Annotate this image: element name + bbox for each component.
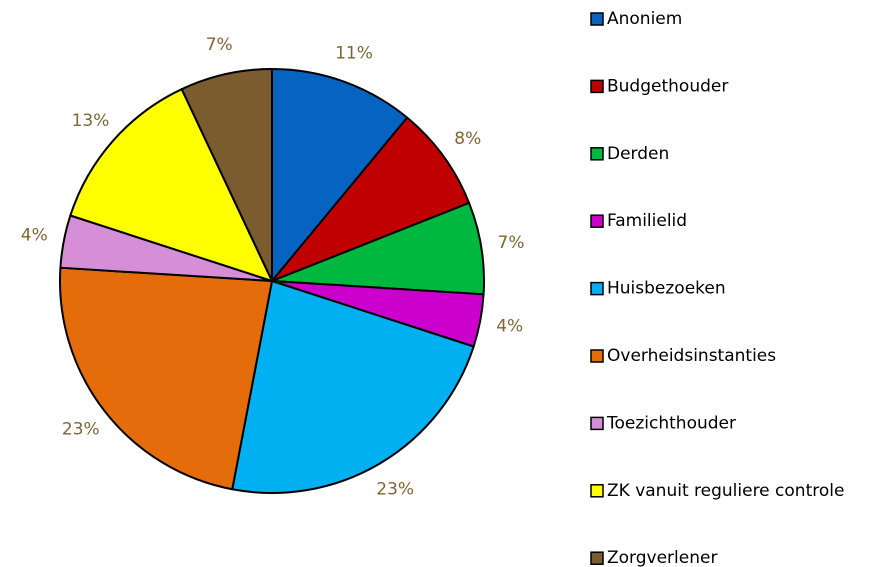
legend-swatch [590,484,604,498]
legend-label: Toezichthouder [606,413,736,433]
legend-swatch [590,147,604,161]
data-label: 7% [498,233,525,253]
legend-label: ZK vanuit reguliere controle [607,481,844,501]
data-label: 11% [335,43,373,63]
pie-slice [271,116,471,282]
data-label: 23% [62,419,100,439]
legend-label: Overheidsinstanties [607,346,776,366]
legend-label: Anoniem [607,9,682,29]
pie-slice [271,68,409,282]
legend-swatch [590,416,604,431]
pie-slice [59,266,273,491]
legend-label: Huisbezoeken [607,279,726,299]
legend-label: Familielid [607,211,687,231]
data-label: 13% [72,111,110,131]
legend-swatch [590,214,604,228]
legend-label: Zorgverlener [607,548,717,567]
data-label: 7% [206,35,233,55]
legend-swatch [590,349,604,363]
pie-slice [69,88,273,282]
data-label: 4% [496,316,523,336]
legend-swatch [590,281,604,296]
data-label: 8% [454,129,481,149]
pie-slice [180,68,273,282]
legend-label: Budgethouder [607,76,728,96]
legend-swatch [590,551,604,565]
legend-swatch [590,79,604,94]
data-label: 23% [376,479,414,499]
legend-label: Derden [607,144,669,164]
legend-swatch [590,12,604,26]
data-label: 4% [21,226,48,246]
pie-slice [231,280,475,494]
